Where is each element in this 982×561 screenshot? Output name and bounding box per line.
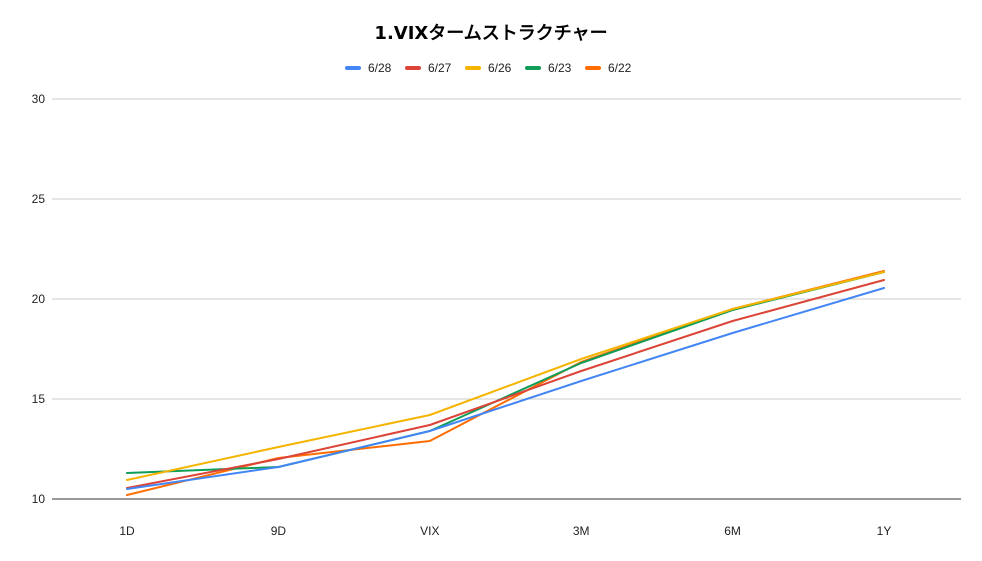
series-line-6-23: [126, 271, 885, 474]
legend-label: 6/23: [548, 61, 572, 75]
x-tick-label: 6M: [724, 524, 741, 538]
legend: 6/28 6/27 6/26 6/23 6/22: [345, 61, 632, 75]
chart-title: 1.VIXタームストラクチャー: [374, 23, 607, 44]
series-line-6-22: [126, 270, 885, 496]
y-tick-label: 15: [32, 392, 46, 406]
x-tick-label: 1Y: [877, 524, 892, 538]
legend-label: 6/28: [368, 61, 392, 75]
series-line-6-26: [126, 271, 885, 481]
x-tick-label: VIX: [420, 524, 439, 538]
x-tick-label: 3M: [573, 524, 590, 538]
y-axis: 10 15 20 25 30: [32, 92, 46, 506]
legend-item: 6/23: [525, 61, 572, 75]
x-axis: 1D 9D VIX 3M 6M 1Y: [119, 524, 891, 538]
legend-item: 6/22: [585, 61, 632, 75]
series-line-6-27: [126, 279, 885, 489]
legend-label: 6/22: [608, 61, 632, 75]
x-tick-label: 1D: [119, 524, 135, 538]
y-tick-label: 10: [32, 492, 46, 506]
gridlines: [52, 98, 961, 500]
legend-label: 6/27: [428, 61, 452, 75]
y-tick-label: 25: [32, 192, 46, 206]
legend-item: 6/26: [465, 61, 512, 75]
series-line-6-28: [126, 287, 885, 490]
y-tick-label: 20: [32, 292, 46, 306]
legend-item: 6/28: [345, 61, 392, 75]
plot-area: [126, 270, 885, 496]
legend-item: 6/27: [405, 61, 452, 75]
x-tick-label: 9D: [271, 524, 287, 538]
legend-label: 6/26: [488, 61, 512, 75]
y-tick-label: 30: [32, 92, 46, 106]
